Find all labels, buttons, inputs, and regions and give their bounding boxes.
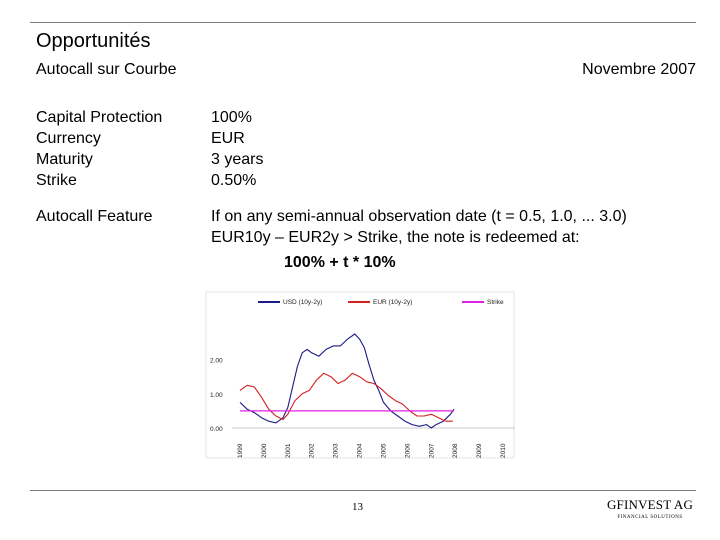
chart-frame — [205, 291, 515, 459]
x-tick-label: 2009 — [476, 443, 483, 458]
autocall-text-line-2: EUR10y – EUR2y > Strike, the note is red… — [211, 229, 580, 246]
page-title: Opportunités — [36, 30, 151, 52]
x-tick-label: 2004 — [357, 443, 364, 458]
legend-label: USD (10y-2y) — [283, 299, 322, 306]
term-value-maturity: 3 years — [211, 151, 264, 168]
term-value-currency: EUR — [211, 130, 245, 147]
logo-tagline: FINANCIAL SOLUTIONS — [617, 515, 683, 520]
autocall-label: Autocall Feature — [36, 208, 153, 225]
x-tick-label: 2007 — [428, 443, 435, 458]
x-tick-label: 2002 — [309, 443, 316, 458]
x-tick-label: 1999 — [237, 443, 244, 458]
chart-legend: USD (10y-2y) EUR (10y-2y) Strike — [258, 299, 504, 306]
eur-series-line — [239, 372, 453, 422]
term-value-capital-protection: 100% — [211, 109, 252, 126]
page-number: 13 — [352, 501, 363, 513]
x-tick-label: 2008 — [452, 443, 459, 458]
chart-series — [239, 333, 455, 429]
legend-label: Strike — [487, 299, 504, 306]
term-label-maturity: Maturity — [36, 151, 93, 168]
legend-label: EUR (10y-2y) — [373, 299, 412, 306]
x-tick-label: 2010 — [500, 443, 507, 458]
x-tick-label: 2003 — [333, 443, 340, 458]
term-label-currency: Currency — [36, 130, 101, 147]
spread-chart: USD (10y-2y) EUR (10y-2y) Strike 0.00 1.00 2… — [205, 291, 515, 459]
x-tick-label: 2000 — [261, 443, 268, 458]
logo-name: GFINVEST AG — [606, 497, 694, 512]
x-axis: 1999 2000 2001 2002 2003 2004 2005 2006 2007 2008… — [232, 427, 515, 458]
top-rule — [30, 22, 696, 23]
x-tick-label: 2006 — [404, 443, 411, 458]
bottom-rule — [30, 490, 696, 491]
redemption-formula: 100% + t * 10% — [284, 254, 396, 271]
y-axis: 0.00 1.00 2.00 — [210, 358, 223, 433]
y-tick-label: 0.00 — [210, 426, 223, 433]
y-tick-label: 2.00 — [210, 358, 223, 365]
x-tick-label: 2005 — [380, 443, 387, 458]
y-tick-label: 1.00 — [210, 392, 223, 399]
term-label-strike: Strike — [36, 172, 77, 189]
company-logo: GFINVEST AG FINANCIAL SOLUTIONS — [600, 497, 700, 520]
term-label-capital-protection: Capital Protection — [36, 109, 163, 126]
page-subtitle: Autocall sur Courbe — [36, 61, 177, 78]
autocall-text-line-1: If on any semi-annual observation date (… — [211, 208, 627, 225]
page-date: Novembre 2007 — [582, 61, 696, 78]
x-tick-label: 2001 — [285, 443, 292, 458]
term-value-strike: 0.50% — [211, 172, 257, 189]
